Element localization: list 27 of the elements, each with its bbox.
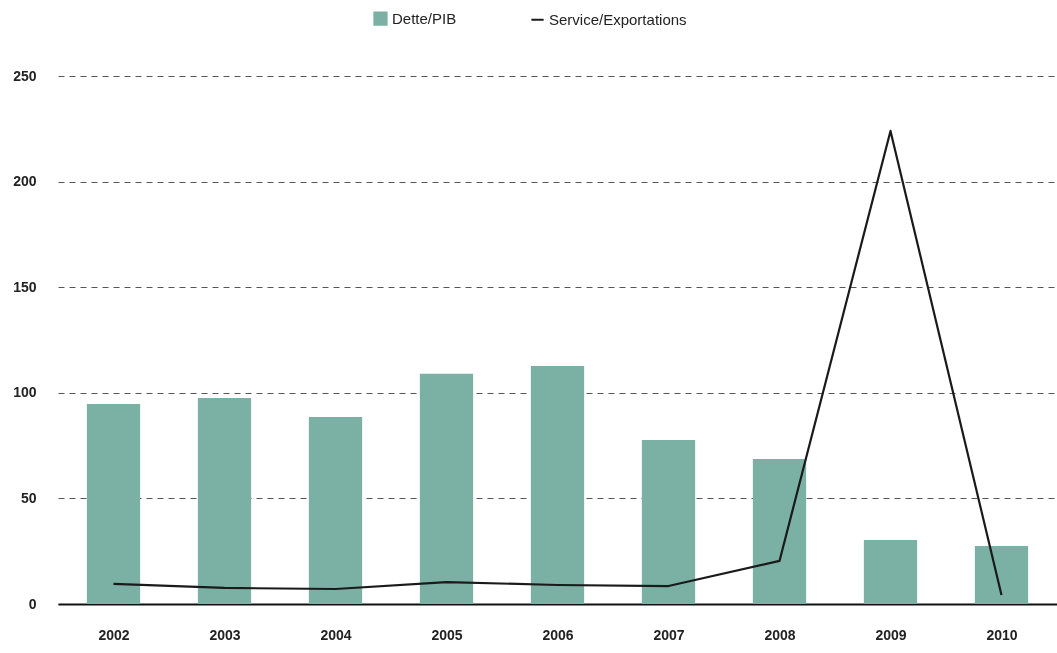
x-tick-label: 2009: [875, 626, 907, 643]
y-tick-label: 250: [13, 67, 37, 84]
line-series: [112, 129, 1003, 597]
bar: [641, 439, 696, 604]
x-tick-label: 2005: [431, 626, 463, 643]
x-tick-label: 2006: [542, 626, 574, 643]
legend-label: Dette/PIB: [392, 9, 457, 27]
bar: [974, 545, 1029, 604]
bar: [863, 540, 918, 604]
y-tick-label: 100: [13, 384, 37, 401]
bar: [86, 403, 141, 604]
y-tick-label: 50: [20, 489, 37, 506]
bar: [752, 458, 807, 604]
y-tick-label: 0: [28, 595, 37, 612]
x-tick-label: 2010: [986, 626, 1018, 643]
bar: [308, 417, 363, 604]
y-tick-label: 150: [13, 278, 37, 295]
bar: [419, 373, 474, 604]
legend-label: Service/Exportations: [549, 10, 687, 28]
x-tick-label: 2004: [320, 626, 352, 643]
bar: [530, 365, 585, 604]
y-tick-label: 200: [13, 173, 37, 190]
bar: [197, 398, 252, 604]
x-tick-label: 2008: [764, 626, 796, 643]
x-tick-label: 2002: [98, 626, 130, 643]
x-tick-label: 2003: [209, 626, 241, 643]
x-tick-label: 2007: [653, 626, 685, 643]
